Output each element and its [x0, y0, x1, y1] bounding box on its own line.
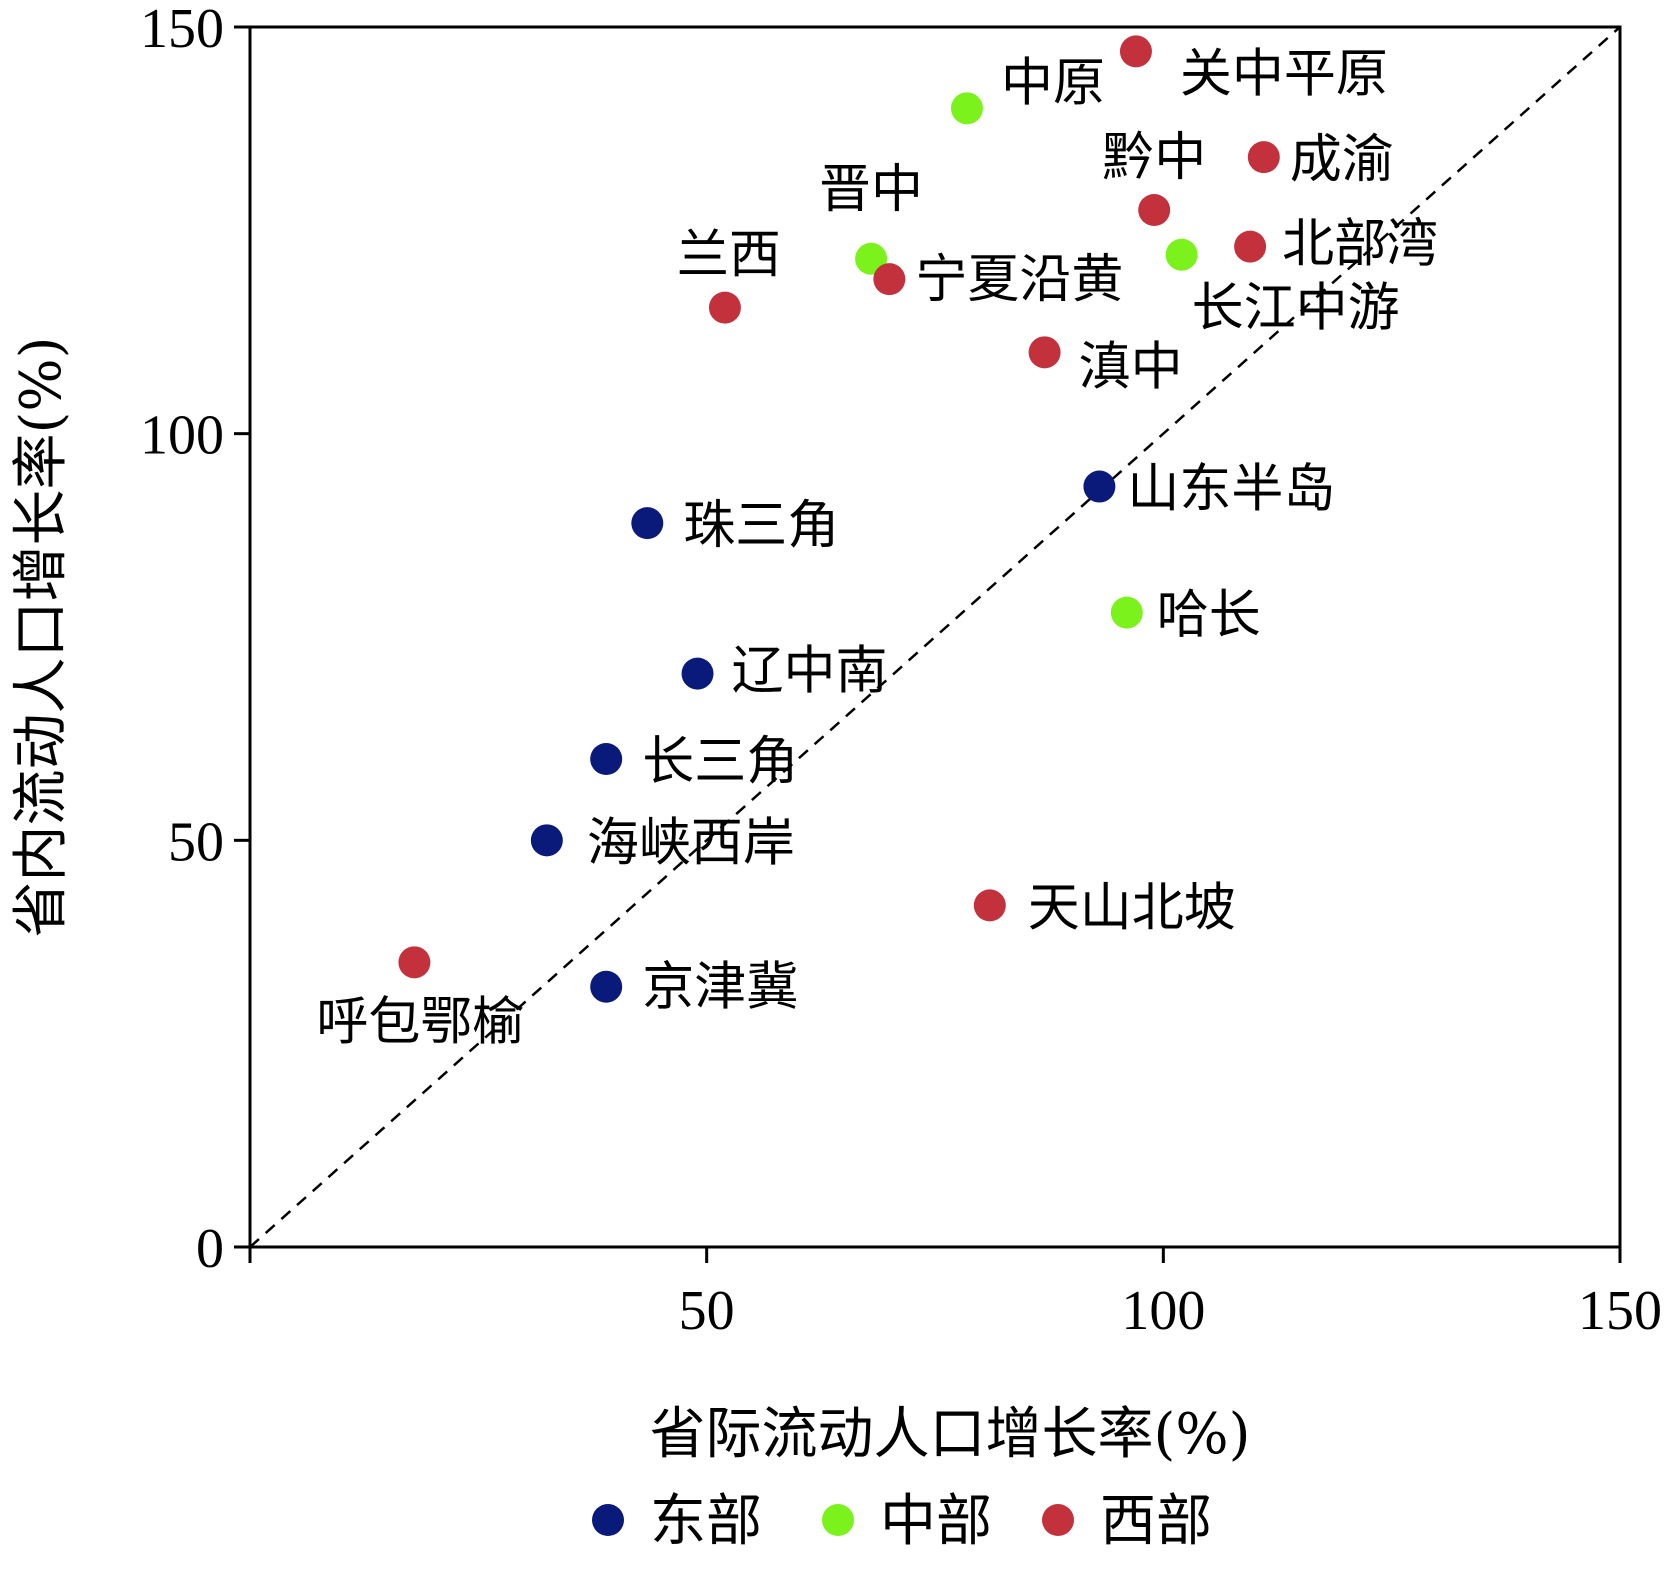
y-tick-label: 0	[196, 1218, 224, 1280]
reference-diagonal	[249, 26, 1621, 1248]
point-label: 长江中游	[1192, 279, 1400, 339]
point-label: 辽中南	[732, 642, 888, 702]
y-axis-ticks: 0 50 100 150	[140, 0, 250, 1280]
data-point	[1119, 35, 1152, 68]
data-point	[530, 824, 563, 857]
y-tick-label: 150	[140, 0, 224, 60]
data-point	[1110, 596, 1143, 629]
point-label: 宁夏沿黄	[915, 250, 1123, 310]
point-label: 海峡西岸	[587, 813, 795, 873]
y-axis-title: 省内流动人口增长率(%)	[9, 337, 74, 938]
data-point	[873, 263, 906, 296]
data-point	[1247, 141, 1280, 174]
data-point	[1138, 194, 1171, 226]
x-axis-title: 省际流动人口增长率(%)	[650, 1402, 1251, 1467]
point-label: 中原	[1001, 53, 1105, 113]
data-point	[631, 507, 664, 540]
legend-marker	[1042, 1504, 1074, 1536]
legend: 东部 中部 西部	[592, 1489, 1212, 1554]
data-point	[590, 970, 623, 1003]
point-label: 长三角	[642, 732, 798, 792]
legend-marker	[592, 1504, 624, 1536]
x-tick-label: 50	[679, 1280, 735, 1342]
data-point	[1234, 230, 1267, 263]
point-label: 滇中	[1079, 337, 1183, 397]
point-label: 兰西	[677, 226, 781, 286]
x-tick-label: 150	[1578, 1280, 1662, 1342]
point-label: 京津冀	[642, 958, 798, 1018]
x-axis-ticks: 50 100 150	[248, 1247, 1662, 1342]
data-point	[1083, 470, 1116, 503]
plot-frame	[248, 25, 1622, 1249]
data-point	[681, 657, 714, 690]
point-label: 北部湾	[1282, 215, 1438, 275]
point-label: 天山北坡	[1028, 878, 1236, 938]
x-tick-label: 100	[1121, 1280, 1205, 1342]
point-label: 晋中	[819, 160, 923, 220]
point-label: 关中平原	[1180, 44, 1388, 104]
data-point	[950, 92, 983, 125]
data-point	[973, 889, 1006, 922]
legend-label: 西部	[1100, 1489, 1212, 1554]
data-point	[1165, 238, 1198, 271]
y-tick-label: 50	[168, 811, 224, 873]
y-tick-label: 100	[140, 405, 224, 467]
point-label: 黔中	[1102, 128, 1206, 188]
data-point	[855, 242, 888, 275]
point-label: 哈长	[1157, 586, 1261, 646]
legend-label: 中部	[880, 1489, 992, 1554]
point-label: 呼包鄂榆	[316, 992, 524, 1052]
legend-marker	[822, 1504, 854, 1536]
point-label: 山东半岛	[1127, 460, 1335, 520]
data-point	[1028, 336, 1061, 369]
legend-label: 东部	[650, 1489, 762, 1554]
data-points	[398, 35, 1280, 1003]
data-point	[590, 743, 623, 775]
data-point	[398, 946, 431, 979]
point-label: 珠三角	[683, 496, 839, 556]
point-label: 成渝	[1290, 130, 1394, 190]
data-point	[708, 291, 741, 324]
